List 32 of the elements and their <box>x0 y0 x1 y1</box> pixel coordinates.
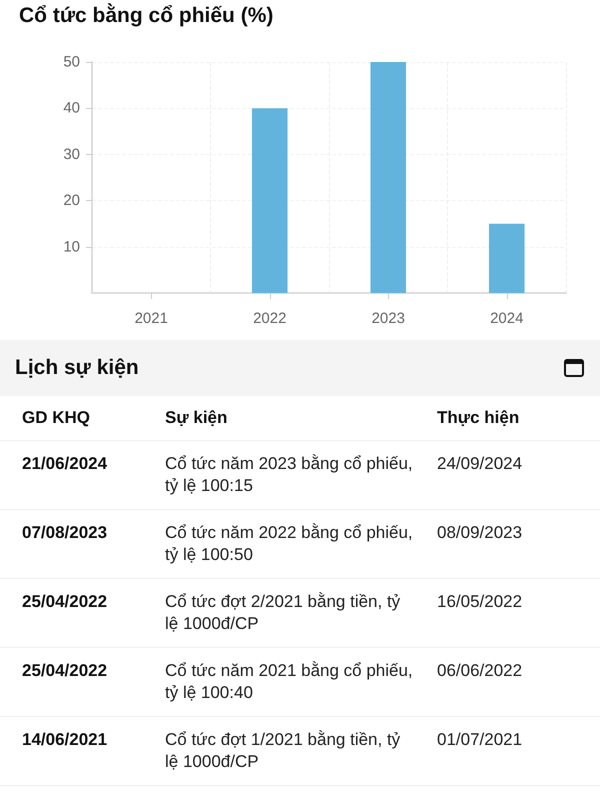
text: 25/04/2022 <box>22 591 108 613</box>
y-tick-label: 30 <box>63 146 80 163</box>
y-tick-label: 40 <box>63 100 80 117</box>
bar <box>370 62 406 293</box>
text: Cổ tức năm 2022 bằng cổ phiếu, tỷ lệ 100:50 <box>165 522 413 566</box>
y-tick-label: 10 <box>63 238 80 256</box>
y-tick-label: 20 <box>63 192 80 210</box>
x-tick-label: 2023 <box>372 310 405 327</box>
text: 24/09/2024 <box>437 453 524 475</box>
x-tick-label: 2022 <box>253 310 286 327</box>
text: Lịch sự kiện <box>15 356 139 380</box>
text: Cổ tức đợt 1/2021 bằng tiền, tỷ lệ 1000đ/CP <box>165 729 402 773</box>
text: 16/05/2022 <box>437 591 524 613</box>
text: Cổ tức năm 2023 bằng cổ phiếu, tỷ lệ 100:15 <box>165 453 413 497</box>
bar <box>488 224 525 293</box>
text: Sự kiện <box>165 407 228 429</box>
text: 21/06/2024 <box>22 453 108 475</box>
text: 06/06/2022 <box>437 660 524 682</box>
bar <box>252 108 288 293</box>
text: 08/09/2023 <box>437 522 524 544</box>
text: Thực hiện <box>437 407 520 429</box>
text: 07/08/2023 <box>22 522 108 544</box>
text: 14/06/2021 <box>22 729 108 751</box>
text: GD KHQ <box>22 407 91 429</box>
chart-title: Cổ tức bằng cổ phiếu (%) <box>19 3 274 27</box>
text: 01/07/2021 <box>437 729 524 751</box>
text: 25/04/2022 <box>22 660 108 682</box>
y-tick-label: 50 <box>63 54 80 70</box>
x-tick-label: 2024 <box>490 310 524 327</box>
text: Cổ tức năm 2021 bằng cổ phiếu, tỷ lệ 100:40 <box>165 660 413 704</box>
x-tick-label: 2021 <box>134 310 168 327</box>
text: Cổ tức đợt 2/2021 bằng tiền, tỷ lệ 1000đ/CP <box>165 591 402 635</box>
